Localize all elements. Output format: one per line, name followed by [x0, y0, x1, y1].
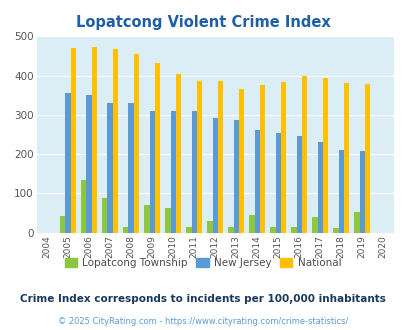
Bar	[343, 83, 348, 233]
Bar	[102, 198, 107, 233]
Bar	[311, 217, 317, 233]
Bar	[144, 205, 149, 233]
Text: © 2025 CityRating.com - https://www.cityrating.com/crime-statistics/: © 2025 CityRating.com - https://www.city…	[58, 317, 347, 326]
Bar	[270, 227, 275, 233]
Bar	[196, 81, 202, 233]
Bar	[217, 81, 222, 233]
Bar	[128, 103, 133, 233]
Bar	[364, 84, 369, 233]
Bar	[259, 84, 264, 233]
Bar	[359, 151, 364, 233]
Bar	[233, 119, 238, 233]
Bar	[212, 118, 217, 233]
Bar	[133, 54, 139, 233]
Bar	[170, 111, 175, 233]
Bar	[149, 111, 154, 233]
Bar	[86, 95, 92, 233]
Bar	[322, 78, 327, 233]
Text: Lopatcong Violent Crime Index: Lopatcong Violent Crime Index	[75, 15, 330, 30]
Bar	[249, 215, 254, 233]
Bar	[301, 76, 306, 233]
Bar	[65, 93, 70, 233]
Bar	[175, 74, 181, 233]
Text: Crime Index corresponds to incidents per 100,000 inhabitants: Crime Index corresponds to incidents per…	[20, 294, 385, 304]
Bar	[81, 180, 86, 233]
Bar	[165, 208, 170, 233]
Bar	[275, 133, 280, 233]
Bar	[70, 49, 76, 233]
Bar	[123, 227, 128, 233]
Bar	[354, 212, 359, 233]
Bar	[191, 111, 196, 233]
Bar	[113, 49, 118, 233]
Bar	[254, 130, 259, 233]
Bar	[238, 88, 243, 233]
Bar	[186, 227, 191, 233]
Bar	[338, 150, 343, 233]
Bar	[207, 221, 212, 233]
Bar	[280, 82, 286, 233]
Bar	[92, 47, 97, 233]
Bar	[228, 227, 233, 233]
Bar	[60, 216, 65, 233]
Bar	[317, 142, 322, 233]
Bar	[333, 228, 338, 233]
Bar	[291, 227, 296, 233]
Bar	[154, 63, 160, 233]
Legend: Lopatcong Township, New Jersey, National: Lopatcong Township, New Jersey, National	[60, 254, 345, 272]
Bar	[107, 103, 113, 233]
Bar	[296, 136, 301, 233]
